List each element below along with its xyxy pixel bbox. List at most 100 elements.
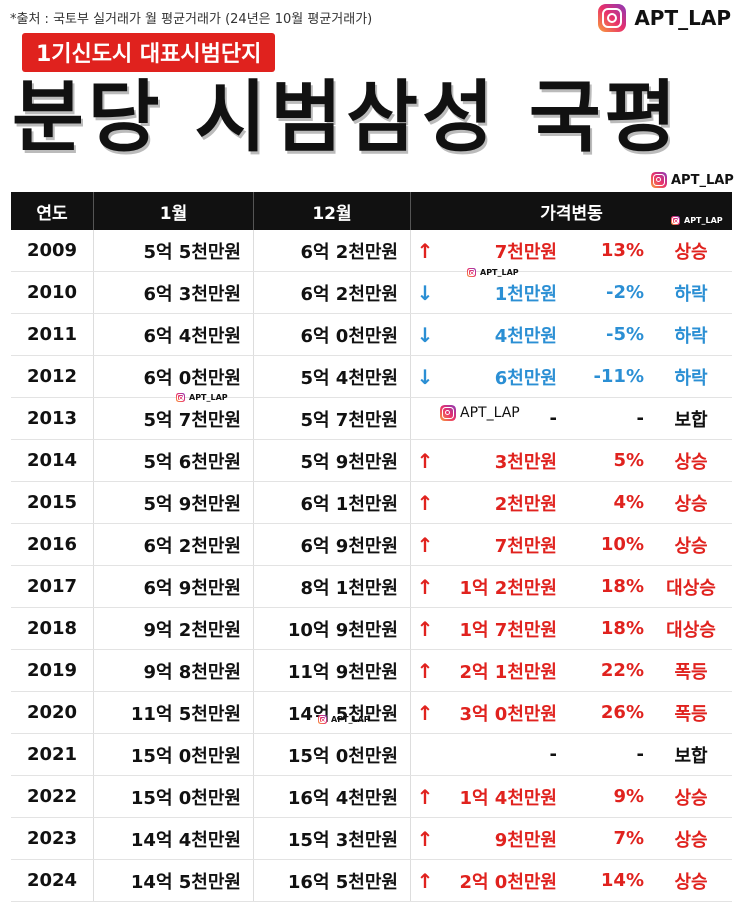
year-cell: 2024 [11, 860, 94, 901]
year-cell: 2023 [11, 818, 94, 859]
jan-price-cell: 5억 5천만원 [94, 230, 254, 271]
year-cell: 2021 [11, 734, 94, 775]
change-arrow-icon: ↑ [416, 868, 434, 893]
dec-price-cell: 5억 4천만원 [254, 356, 411, 397]
jan-price-cell: 6억 4천만원 [94, 314, 254, 355]
price-table: 연도 1월 12월 가격변동 2009 5억 5천만원 6억 2천만원 ↑ 7천만원 13… [11, 192, 732, 902]
instagram-icon [318, 715, 327, 724]
year-cell: 2019 [11, 650, 94, 691]
watermark: APT_LAP [176, 393, 228, 402]
status-cell: 상승 [674, 829, 708, 851]
header-jan: 1월 [94, 192, 254, 230]
change-arrow-icon: ↓ [416, 280, 434, 305]
jan-price-cell: 6억 2천만원 [94, 524, 254, 565]
change-arrow-icon: ↑ [416, 448, 434, 473]
page-title: 분당 시범삼성 국평 [12, 73, 681, 163]
change-amount-cell: 1억 7천만원 [459, 619, 557, 641]
status-cell: 대상승 [666, 619, 716, 641]
jan-price-cell: 15억 0천만원 [94, 734, 254, 775]
jan-price-cell: 6억 9천만원 [94, 566, 254, 607]
change-arrow-icon: ↓ [416, 364, 434, 389]
year-cell: 2018 [11, 608, 94, 649]
change-pct-cell: 22% [600, 660, 644, 681]
status-cell: 하락 [674, 283, 708, 305]
status-cell: 상승 [674, 787, 708, 809]
table-body: 2009 5억 5천만원 6억 2천만원 ↑ 7천만원 13% 상승 2010 6억 3천만원 6… [11, 230, 732, 902]
table-row: 2020 11억 5천만원 14억 5천만원 ↑ 3억 0천만원 26% 폭등 [11, 692, 732, 734]
change-amount-cell: 7천만원 [494, 535, 557, 557]
watermark: APT_LAP [651, 172, 734, 188]
year-cell: 2013 [11, 398, 94, 439]
instagram-icon [651, 172, 667, 188]
status-cell: 보합 [674, 409, 708, 431]
dec-price-cell: 6억 0천만원 [254, 314, 411, 355]
change-pct-cell: 26% [600, 702, 644, 723]
change-arrow-icon: ↑ [416, 490, 434, 515]
year-cell: 2017 [11, 566, 94, 607]
instagram-icon [598, 4, 627, 32]
year-cell: 2022 [11, 776, 94, 817]
year-cell: 2015 [11, 482, 94, 523]
source-note: *출처 : 국토부 실거래가 월 평균거래가 (24년은 10월 평균거래가) [10, 12, 373, 27]
change-amount-cell: 3천만원 [494, 451, 557, 473]
change-amount-cell: 1억 2천만원 [459, 577, 557, 599]
table-row: 2009 5억 5천만원 6억 2천만원 ↑ 7천만원 13% 상승 [11, 230, 732, 272]
jan-price-cell: 15억 0천만원 [94, 776, 254, 817]
change-pct-cell: 18% [600, 576, 644, 597]
header-year: 연도 [11, 192, 94, 230]
watermark-text: APT_LAP [480, 268, 519, 277]
change-pct-cell: -5% [605, 324, 644, 345]
change-amount-cell: 2억 1천만원 [459, 661, 557, 683]
jan-price-cell: 14억 4천만원 [94, 818, 254, 859]
change-amount-cell: 2억 0천만원 [459, 871, 557, 893]
watermark: APT_LAP [440, 405, 520, 421]
status-cell: 상승 [674, 871, 708, 893]
change-pct-cell: 4% [613, 492, 644, 513]
change-pct-cell: - [636, 408, 644, 429]
change-amount-cell: 4천만원 [494, 325, 557, 347]
table-row: 2014 5억 6천만원 5억 9천만원 ↑ 3천만원 5% 상승 [11, 440, 732, 482]
watermark-text: APT_LAP [331, 715, 370, 724]
dec-price-cell: 6억 2천만원 [254, 272, 411, 313]
change-arrow-icon: ↑ [416, 658, 434, 683]
jan-price-cell: 6억 0천만원 [94, 356, 254, 397]
change-amount-cell: 1천만원 [494, 283, 557, 305]
change-pct-cell: - [636, 744, 644, 765]
jan-price-cell: 6억 3천만원 [94, 272, 254, 313]
change-arrow-icon [411, 398, 439, 439]
change-pct-cell: 13% [600, 240, 644, 261]
dec-price-cell: 5억 9천만원 [254, 440, 411, 481]
change-amount-cell: - [549, 408, 557, 429]
jan-price-cell: 5억 6천만원 [94, 440, 254, 481]
change-pct-cell: 9% [613, 786, 644, 807]
change-arrow-icon: ↑ [416, 532, 434, 557]
jan-price-cell: 9억 8천만원 [94, 650, 254, 691]
header-dec: 12월 [254, 192, 411, 230]
jan-price-cell: 5억 9천만원 [94, 482, 254, 523]
change-amount-cell: 1억 4천만원 [459, 787, 557, 809]
change-pct-cell: 14% [600, 870, 644, 891]
status-cell: 상승 [674, 241, 708, 263]
change-arrow-icon: ↑ [416, 700, 434, 725]
change-amount-cell: - [549, 744, 557, 765]
change-pct-cell: -11% [593, 366, 644, 387]
watermark-text: APT_LAP [189, 393, 228, 402]
table-row: 2012 6억 0천만원 5억 4천만원 ↓ 6천만원 -11% 하락 [11, 356, 732, 398]
year-cell: 2012 [11, 356, 94, 397]
watermark: APT_LAP [467, 268, 519, 277]
table-header: 연도 1월 12월 가격변동 [11, 192, 732, 230]
table-row: 2022 15억 0천만원 16억 4천만원 ↑ 1억 4천만원 9% 상승 [11, 776, 732, 818]
change-pct-cell: 5% [613, 450, 644, 471]
change-amount-cell: 6천만원 [494, 367, 557, 389]
table-row: 2017 6억 9천만원 8억 1천만원 ↑ 1억 2천만원 18% 대상승 [11, 566, 732, 608]
dec-price-cell: 11억 9천만원 [254, 650, 411, 691]
change-amount-cell: 7천만원 [494, 241, 557, 263]
instagram-icon [467, 268, 476, 277]
change-pct-cell: -2% [605, 282, 644, 303]
dec-price-cell: 8억 1천만원 [254, 566, 411, 607]
jan-price-cell: 14억 5천만원 [94, 860, 254, 901]
jan-price-cell: 11억 5천만원 [94, 692, 254, 733]
change-arrow-icon: ↓ [416, 322, 434, 347]
table-row: 2021 15억 0천만원 15억 0천만원 - - 보합 [11, 734, 732, 776]
dec-price-cell: 6억 1천만원 [254, 482, 411, 523]
